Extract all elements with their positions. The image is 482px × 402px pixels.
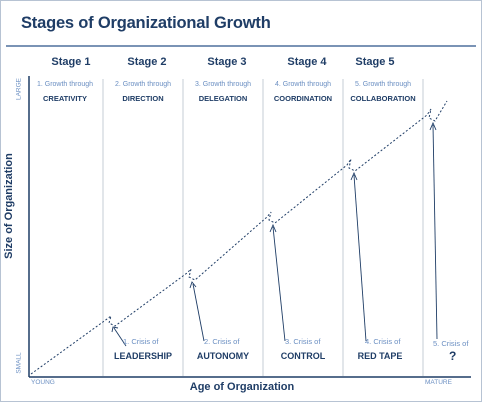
crisis-line-2: 2. Crisis of: [204, 337, 240, 346]
title-divider: [6, 45, 476, 47]
x-axis-low-label: YOUNG: [31, 379, 55, 386]
crisis-key-4: RED TAPE: [357, 351, 403, 361]
stage-label-4: Stage 4: [287, 56, 327, 68]
growth-key-1: CREATIVITY: [42, 94, 88, 103]
stage-label-1: Stage 1: [51, 56, 91, 68]
growth-line-5: 5. Growth through: [354, 81, 412, 88]
y-axis-title: Size of Organization: [3, 153, 15, 259]
x-axis-high-label: MATURE: [425, 379, 452, 386]
crisis-line-5: 5. Crisis of: [433, 339, 469, 348]
growth-line-3: 3. Growth through: [194, 81, 252, 88]
y-axis-high-label: LARGE: [15, 77, 23, 101]
crisis-key-2: AUTONOMY: [196, 351, 250, 361]
crisis-line-3: 3. Crisis of: [285, 337, 321, 346]
crisis-arrow-2: [189, 281, 205, 342]
growth-line-2: 2. Growth through: [114, 81, 172, 88]
crisis-key-3: CONTROL: [280, 351, 326, 361]
growth-key-2: DIRECTION: [122, 94, 164, 103]
growth-path: [30, 100, 448, 375]
y-axis-low-label: SMALL: [15, 352, 23, 374]
crisis-line-1: 1. Crisis of: [123, 337, 159, 346]
crisis-arrow-4: [350, 171, 367, 342]
page-title: Stages of Organizational Growth: [21, 14, 271, 32]
growth-key-4: COORDINATION: [273, 94, 333, 103]
crisis-line-4: 4. Crisis of: [365, 337, 401, 346]
crisis-arrow-1: [111, 326, 127, 347]
growth-key-5: COLLABORATION: [350, 94, 416, 103]
growth-key-3: DELEGATION: [198, 94, 248, 103]
crisis-key-1: LEADERSHIP: [113, 351, 172, 361]
stage-label-5: Stage 5: [355, 56, 395, 68]
crisis-key-5: ?: [449, 349, 457, 363]
crisis-arrow-5: [429, 121, 438, 340]
crisis-arrow-3: [269, 223, 286, 342]
stage-label-3: Stage 3: [207, 56, 247, 68]
stage-label-2: Stage 2: [127, 56, 167, 68]
x-axis-title: Age of Organization: [189, 381, 295, 393]
growth-line-1: 1. Growth through: [36, 81, 94, 88]
growth-line-4: 4. Growth through: [274, 81, 332, 88]
